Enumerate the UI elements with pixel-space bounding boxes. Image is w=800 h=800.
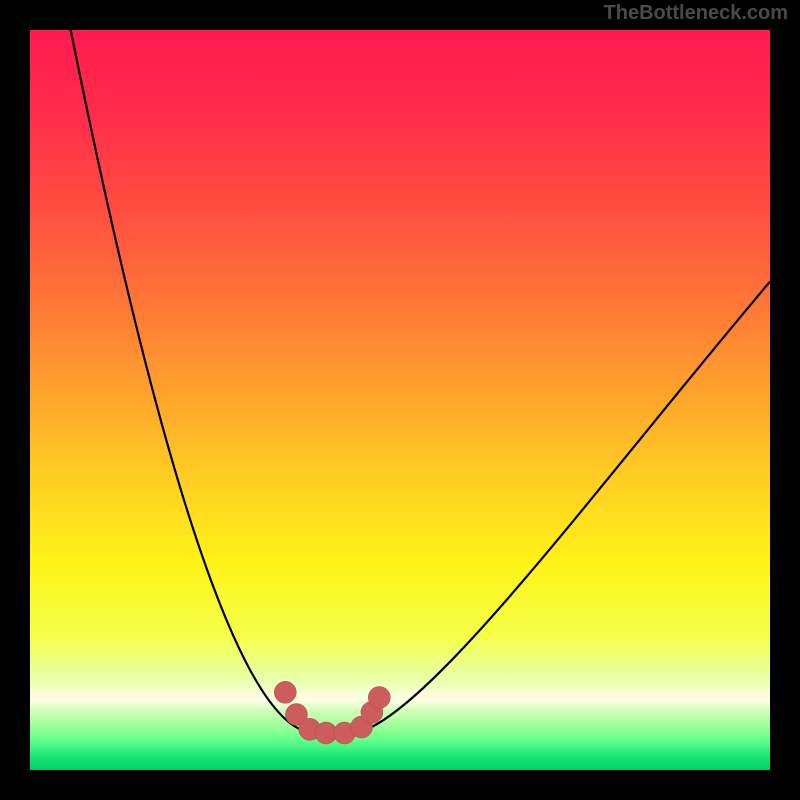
- gradient-background: [30, 30, 770, 770]
- marker-point: [274, 681, 296, 703]
- bottleneck-chart: [0, 0, 800, 800]
- chart-container: TheBottleneck.com: [0, 0, 800, 800]
- marker-point: [368, 686, 390, 708]
- watermark-text: TheBottleneck.com: [604, 2, 788, 25]
